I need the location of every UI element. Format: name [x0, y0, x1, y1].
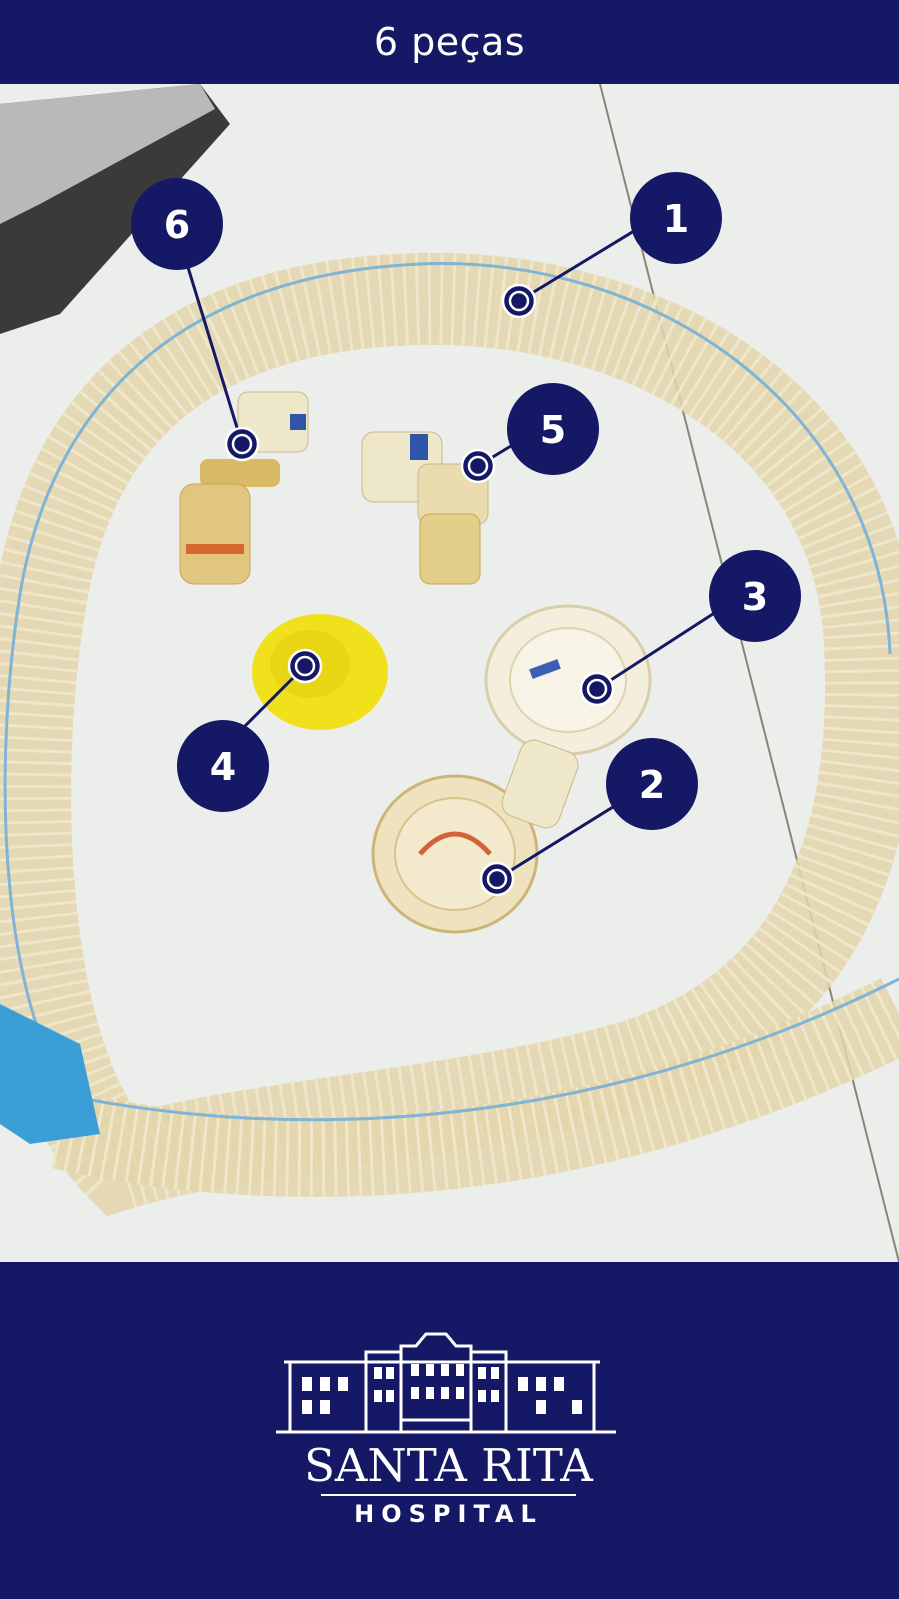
marker-2: 2 — [606, 738, 698, 830]
marker-4-label: 4 — [210, 745, 236, 789]
logo-divider — [321, 1494, 576, 1496]
target-rings — [224, 283, 615, 897]
marker-1-label: 1 — [663, 197, 689, 241]
marker-1: 1 — [630, 172, 722, 264]
photo-illustration: 1 2 3 4 5 6 — [0, 84, 899, 1262]
marker-6: 6 — [131, 178, 223, 270]
page-title: 6 peças — [373, 20, 526, 64]
marker-3: 3 — [709, 550, 801, 642]
hospital-building-icon — [276, 1332, 616, 1434]
marker-2-label: 2 — [639, 763, 665, 807]
logo-name: SANTA RITA — [304, 1439, 593, 1492]
marker-5-label: 5 — [540, 408, 566, 452]
santa-rita-logo: SANTA RITA HOSPITAL — [276, 1332, 621, 1532]
blue-connector — [0, 1004, 100, 1144]
header-bar: 6 peças — [0, 0, 899, 84]
marker-4: 4 — [177, 720, 269, 812]
marker-6-label: 6 — [164, 203, 190, 247]
tube-loop — [0, 252, 899, 1217]
part-5-elbow — [361, 431, 489, 585]
device-top — [0, 84, 215, 224]
footer-bar: SANTA RITA HOSPITAL — [0, 1262, 899, 1599]
part-6-valve — [179, 391, 309, 585]
marker-5: 5 — [507, 383, 599, 475]
parts-photo: 1 2 3 4 5 6 — [0, 84, 899, 1262]
marker-3-label: 3 — [742, 575, 768, 619]
part-3-clear-cup — [484, 604, 652, 756]
logo-subtitle: HOSPITAL — [354, 1500, 543, 1528]
